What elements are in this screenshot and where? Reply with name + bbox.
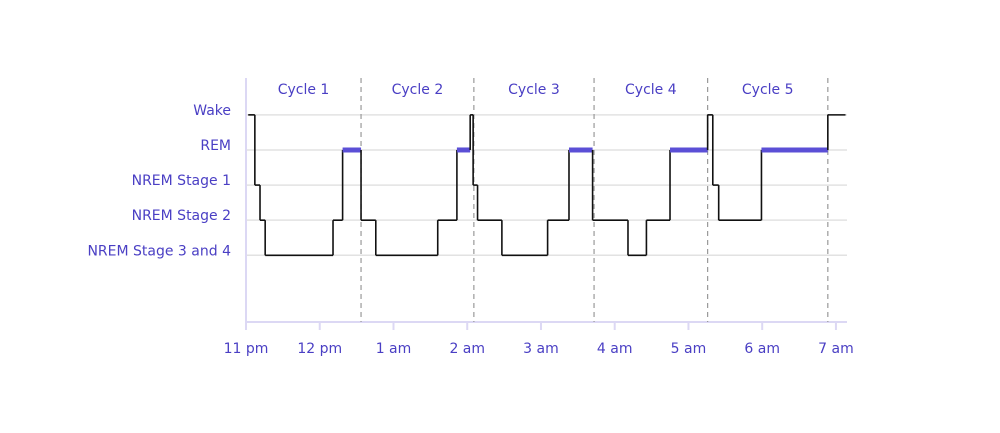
cycle-label: Cycle 4 <box>625 82 677 98</box>
x-tick-label: 7 am <box>818 341 854 357</box>
cycle-label: Cycle 3 <box>508 82 560 98</box>
x-tick-label: 12 pm <box>297 341 342 357</box>
x-tick-label: 3 am <box>523 341 559 357</box>
y-tick-label: NREM Stage 3 and 4 <box>87 243 231 259</box>
cycle-label: Cycle 1 <box>278 82 330 98</box>
y-tick-label: Wake <box>193 103 231 119</box>
cycle-label: Cycle 5 <box>742 82 794 98</box>
y-tick-label: NREM Stage 1 <box>132 173 231 189</box>
cycle-label: Cycle 2 <box>392 82 444 98</box>
x-tick-label: 1 am <box>376 341 412 357</box>
x-tick-label: 5 am <box>671 341 707 357</box>
x-tick-label: 6 am <box>744 341 780 357</box>
y-tick-label: NREM Stage 2 <box>132 208 231 224</box>
x-tick-label: 4 am <box>597 341 633 357</box>
x-tick-label: 2 am <box>449 341 485 357</box>
x-tick-label: 11 pm <box>224 341 269 357</box>
y-tick-label: REM <box>200 138 231 154</box>
